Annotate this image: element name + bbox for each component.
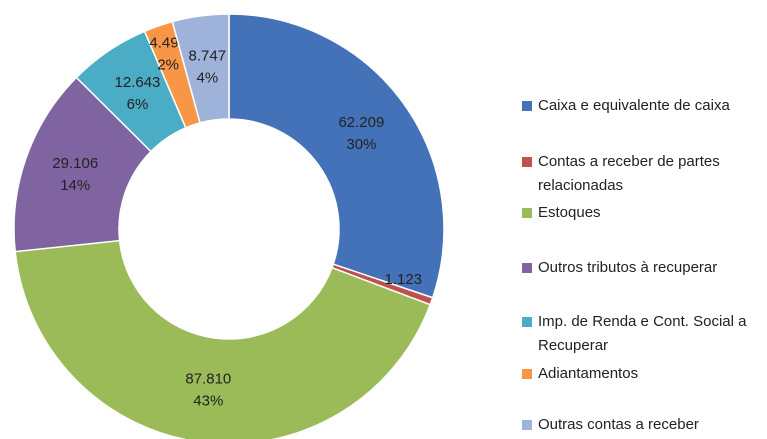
legend-label: Outras contas a receber: [538, 416, 699, 433]
legend-label: Caixa e equivalente de caixa: [538, 97, 730, 114]
legend-entry: Adiantamentos: [522, 362, 767, 386]
legend-label: Adiantamentos: [538, 365, 639, 382]
legend-swatch: [522, 317, 532, 327]
legend-swatch: [522, 101, 532, 111]
legend-label: Contas a receber de partes relacionadas: [538, 153, 720, 194]
legend-swatch: [522, 369, 532, 379]
value-label: 8.747: [189, 47, 227, 64]
value-label: 1.123: [384, 271, 422, 288]
slice: [171, 13, 230, 124]
percent-label: 2%: [157, 56, 179, 73]
legend-entry: Caixa e equivalente de caixa: [522, 94, 767, 118]
percent-label: 14%: [60, 177, 90, 194]
legend-entry: Imp. de Renda e Cont. Social a Recuperar: [522, 310, 767, 358]
legend-label: Estoques: [538, 204, 601, 221]
percent-label: 4%: [196, 69, 218, 86]
value-label: 62.209: [338, 114, 384, 131]
slice: [14, 239, 432, 439]
percent-label: 6%: [127, 96, 149, 113]
legend-entry: Contas a receber de partes relacionadas: [522, 150, 767, 198]
legend-entry: Estoques: [522, 201, 767, 225]
value-label: 12.643: [115, 74, 161, 91]
legend-entry: Outras contas a receber: [522, 413, 767, 437]
value-label: 29.106: [52, 155, 98, 172]
percent-label: 30%: [346, 136, 376, 153]
legend-label: Imp. de Renda e Cont. Social a Recuperar: [538, 313, 747, 354]
value-label: 87.810: [185, 371, 231, 388]
legend-swatch: [522, 263, 532, 273]
legend-swatch: [522, 208, 532, 218]
legend-label: Outros tributos à recuperar: [538, 259, 718, 276]
legend-entry: Outros tributos à recuperar: [522, 256, 767, 280]
legend-swatch: [522, 157, 532, 167]
legend-swatch: [522, 420, 532, 430]
percent-label: 43%: [193, 393, 223, 410]
slice: [228, 13, 445, 299]
